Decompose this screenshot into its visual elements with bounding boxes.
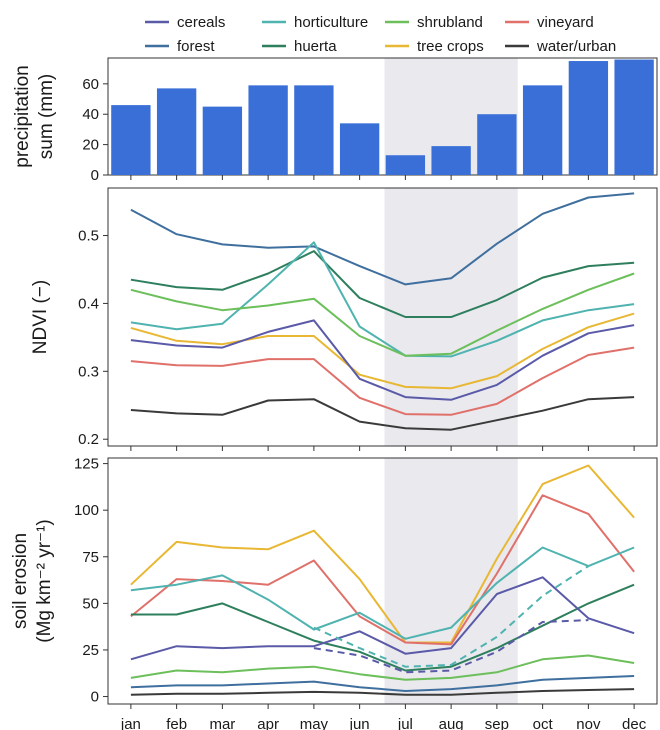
- plot-frame: [107, 457, 658, 705]
- y-tick-label: 0: [91, 689, 99, 706]
- series-line-water-urban: [130, 396, 635, 431]
- series-line-forest: [130, 675, 635, 692]
- dry-season-shading: [384, 458, 518, 704]
- series-line-tree-crops: [130, 464, 635, 644]
- soil-erosion-panel: 0 25 50 75 100 125 soil erosion (Mg km⁻² yr⁻¹) j…: [10, 456, 658, 730]
- precipitation-panel: 0 20 40 60 precipitation sum (mm): [12, 57, 658, 184]
- y-axis-title: sum (mm): [36, 74, 57, 159]
- x-tick-label-jun: jun: [349, 716, 370, 730]
- x-tick-label-mar: mar: [209, 716, 235, 730]
- y-tick-label: 125: [74, 456, 99, 473]
- series-line-shrubland: [130, 272, 635, 357]
- precip-bar-jul: [385, 155, 426, 175]
- legend-item-cereals: cereals: [145, 14, 225, 31]
- y-tick-label: 25: [82, 642, 99, 659]
- series-line-horticulture: [130, 546, 635, 640]
- plot-frame: [107, 187, 658, 447]
- precip-bar-jun: [339, 123, 380, 175]
- legend: cereals forest horticulture huerta shrubland…: [145, 14, 616, 55]
- precip-bar-mar: [202, 106, 243, 175]
- series-line-shrubland: [130, 654, 635, 681]
- legend-label: vineyard: [537, 14, 594, 31]
- x-tick-label-may: may: [300, 716, 329, 730]
- legend-item-water-urban: water/urban: [505, 38, 616, 55]
- y-axis-title: NDVI (−): [30, 280, 51, 354]
- series-line-vineyard: [130, 494, 635, 646]
- precip-bar-dec: [614, 59, 654, 175]
- precip-bar-sep: [477, 114, 517, 175]
- legend-label: water/urban: [536, 38, 616, 55]
- series-line-huerta: [130, 250, 635, 318]
- y-tick-label: 20: [82, 137, 99, 154]
- precip-bar-oct: [522, 85, 563, 175]
- series-line-cereals: [130, 319, 635, 401]
- x-tick-label-apr: apr: [257, 716, 279, 730]
- series-line-horticulture-dashed: [313, 565, 589, 668]
- legend-item-shrubland: shrubland: [385, 14, 483, 31]
- legend-label: forest: [177, 38, 215, 55]
- legend-label: shrubland: [417, 14, 483, 31]
- series-line-tree-crops: [130, 312, 635, 390]
- x-tick-label-jul: jul: [397, 716, 413, 730]
- y-tick-label: 0.2: [78, 431, 99, 448]
- x-tick-label-feb: feb: [166, 716, 187, 730]
- precip-bar-may: [294, 85, 334, 175]
- y-tick-label: 0: [91, 167, 99, 184]
- precip-bar-aug: [431, 146, 471, 175]
- legend-label: cereals: [177, 14, 225, 31]
- x-tick-label-nov: nov: [576, 716, 601, 730]
- series-line-cereals: [130, 576, 635, 661]
- precip-bar-apr: [248, 85, 288, 175]
- legend-label: horticulture: [294, 14, 368, 31]
- precip-bar-jan: [111, 105, 151, 175]
- x-tick-label-aug: aug: [439, 716, 464, 730]
- y-axis-title: soil erosion: [10, 533, 31, 629]
- legend-label: huerta: [294, 38, 337, 55]
- y-tick-label: 0.5: [78, 228, 99, 245]
- series-line-cereals-dashed: [313, 619, 589, 674]
- legend-item-tree-crops: tree crops: [385, 38, 484, 55]
- precip-bar-feb: [156, 88, 197, 175]
- y-tick-label: 0.3: [78, 363, 99, 380]
- y-tick-label: 50: [82, 595, 99, 612]
- series-line-vineyard: [130, 346, 635, 416]
- series-line-forest: [130, 192, 635, 286]
- x-tick-label-jan: jan: [120, 716, 141, 730]
- plot-frame: [107, 57, 658, 176]
- y-axis-title: (Mg km⁻² yr⁻¹): [34, 519, 55, 642]
- ndvi-panel: 0.2 0.3 0.4 0.5 NDVI (−): [30, 187, 658, 451]
- y-axis-title: precipitation: [12, 65, 33, 167]
- y-tick-label: 40: [82, 106, 99, 123]
- y-tick-label: 75: [82, 549, 99, 566]
- legend-item-forest: forest: [145, 38, 215, 55]
- legend-item-horticulture: horticulture: [262, 14, 368, 31]
- x-tick-label-dec: dec: [622, 716, 647, 730]
- legend-item-huerta: huerta: [262, 38, 337, 55]
- series-line-water-urban: [130, 688, 635, 696]
- y-tick-label: 0.4: [78, 295, 99, 312]
- precip-bar-nov: [568, 61, 609, 176]
- x-tick-label-oct: oct: [533, 716, 554, 730]
- y-tick-label: 60: [82, 76, 99, 93]
- y-tick-label: 100: [74, 502, 99, 519]
- legend-item-vineyard: vineyard: [505, 14, 594, 31]
- series-line-horticulture: [130, 241, 635, 358]
- legend-label: tree crops: [417, 38, 484, 55]
- x-tick-label-sep: sep: [485, 716, 509, 730]
